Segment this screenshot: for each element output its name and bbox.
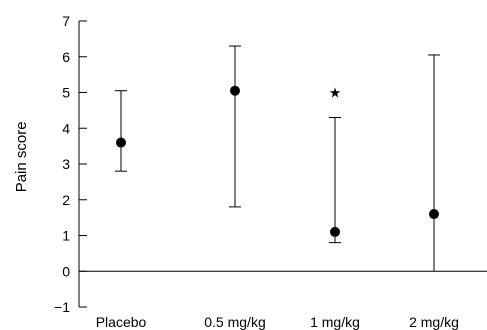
x-category-label: 0.5 mg/kg [204, 314, 265, 330]
data-point [330, 226, 340, 237]
y-tick-label: 5 [62, 85, 70, 101]
y-tick-label: −1 [54, 299, 70, 315]
y-axis: −1 0 1 2 3 4 5 6 7 [54, 13, 87, 315]
x-category-label: 1 mg/kg [310, 314, 360, 330]
data-point [429, 209, 439, 220]
y-tick-label: 3 [62, 156, 70, 172]
y-tick-label: 7 [62, 13, 70, 29]
data-point [230, 85, 240, 96]
y-axis-title: Pain score [13, 121, 30, 192]
y-tick-label: 6 [62, 49, 70, 65]
error-bars [115, 45, 440, 272]
y-tick-label: 1 [62, 228, 70, 244]
significance-star: ★ [329, 85, 342, 101]
y-tick-label: 4 [62, 120, 70, 136]
data-point [116, 137, 126, 148]
x-axis-labels: Placebo 0.5 mg/kg 1 mg/kg 2 mg/kg [96, 314, 459, 330]
y-tick-label: 2 [62, 192, 70, 208]
y-tick-label: 0 [62, 263, 70, 279]
x-category-label: Placebo [96, 314, 147, 330]
data-points [116, 85, 439, 237]
x-category-label: 2 mg/kg [409, 314, 459, 330]
annotations: ★ [329, 85, 342, 101]
